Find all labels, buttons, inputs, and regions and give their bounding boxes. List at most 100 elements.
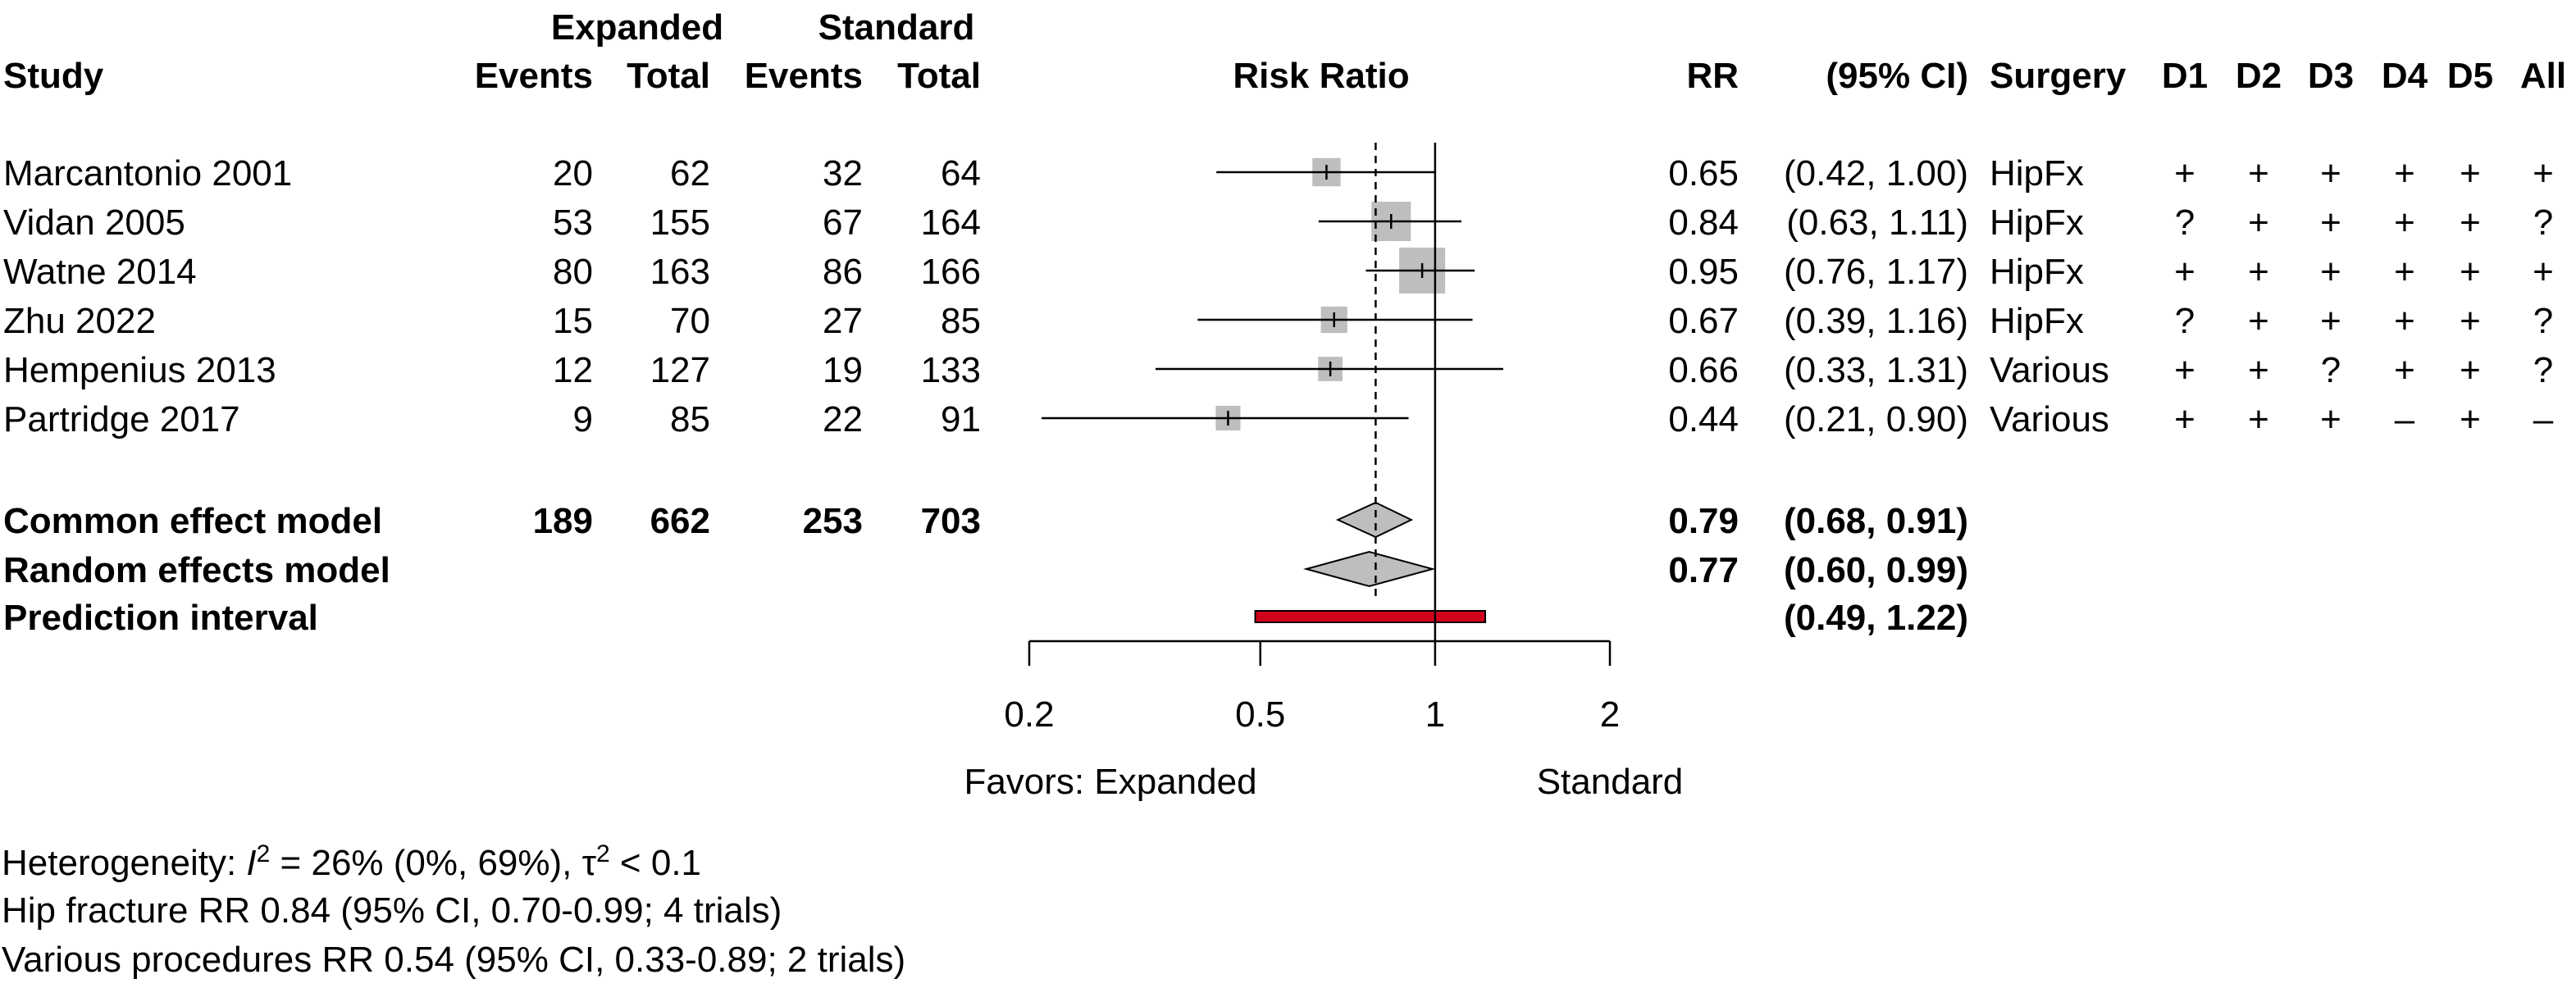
study-ci: (0.42, 1.00) — [1784, 153, 1968, 194]
study-surgery: HipFx — [1990, 153, 2084, 194]
expanded-events: 53 — [553, 203, 593, 243]
risk-of-bias-d1: + — [2174, 399, 2195, 439]
risk-of-bias-d2: + — [2248, 301, 2269, 341]
study-ci: (0.33, 1.31) — [1784, 350, 1968, 390]
tau2-symbol: τ — [582, 843, 597, 883]
standard-events: 67 — [823, 203, 863, 243]
pooled-diamond — [1335, 501, 1414, 539]
risk-of-bias-d3: ? — [2321, 350, 2341, 390]
standard-events: 32 — [823, 153, 863, 194]
risk-of-bias-d6: + — [2533, 252, 2554, 292]
header-study: Study — [3, 56, 104, 96]
column-headers: Expanded Standard Study Events Total Eve… — [3, 7, 2566, 96]
expanded-total: 163 — [650, 252, 710, 292]
pooled-row: Common effect model 189 662 253 703 0.79 (0.68… — [3, 501, 1968, 541]
prediction-interval-row: Prediction interval (0.49, 1.22) — [3, 598, 1968, 638]
header-rr: RR — [1686, 56, 1739, 96]
pooled-diamond — [1303, 550, 1436, 588]
plot-area — [1375, 143, 1437, 641]
study-ci: (0.39, 1.16) — [1784, 301, 1968, 341]
risk-of-bias-d4: + — [2394, 203, 2415, 243]
risk-of-bias-d1: + — [2174, 153, 2195, 194]
study-name: Vidan 2005 — [3, 203, 185, 243]
expanded-total: 62 — [670, 153, 710, 194]
study-rr: 0.95 — [1668, 252, 1739, 292]
study-rr: 0.44 — [1668, 399, 1739, 439]
standard-total: 164 — [921, 203, 981, 243]
expanded-events: 20 — [553, 153, 593, 194]
x-axis-tick-label: 0.5 — [1235, 694, 1285, 735]
expanded-total: 70 — [670, 301, 710, 341]
study-name: Hempenius 2013 — [3, 350, 276, 390]
risk-of-bias-d6: ? — [2533, 203, 2553, 243]
expanded-events: 9 — [573, 399, 593, 439]
expanded-total: 85 — [670, 399, 710, 439]
header-standard: Standard — [818, 7, 975, 48]
standard-total: 85 — [941, 301, 981, 341]
favors-standard-label: Standard — [1537, 762, 1684, 802]
header-risk-ratio: Risk Ratio — [1233, 56, 1409, 96]
risk-of-bias-d1: + — [2174, 350, 2195, 390]
risk-of-bias-d5: + — [2460, 203, 2481, 243]
study-row: Marcantonio 2001 20 62 32 64 0.65 (0.42, 1.00)… — [3, 153, 2554, 194]
favors-expanded-label: Favors: Expanded — [964, 762, 1256, 802]
risk-of-bias-d3: + — [2320, 301, 2341, 341]
footnotes: Heterogeneity: I2 = 26% (0%, 69%), τ2 < … — [2, 840, 905, 980]
pooled-standard-total: 703 — [921, 501, 981, 541]
heterogeneity-prefix: Heterogeneity: — [2, 843, 246, 883]
study-surgery: HipFx — [1990, 252, 2084, 292]
study-surgery: Various — [1990, 399, 2109, 439]
risk-of-bias-d5: + — [2460, 153, 2481, 194]
study-rr: 0.66 — [1668, 350, 1739, 390]
risk-of-bias-d4: + — [2394, 350, 2415, 390]
study-row: Zhu 2022 15 70 27 85 0.67 (0.39, 1.16) HipFx? + +… — [3, 301, 2553, 341]
study-rows: Marcantonio 2001 20 62 32 64 0.65 (0.42, 1.00)… — [3, 153, 2554, 439]
tau2-superscript: 2 — [596, 840, 610, 867]
i2-superscript: 2 — [257, 840, 271, 867]
study-rr: 0.67 — [1668, 301, 1739, 341]
risk-of-bias-d6: ? — [2533, 350, 2553, 390]
prediction-interval-bar — [1254, 610, 1487, 623]
header-d1: D1 — [2162, 56, 2208, 96]
risk-of-bias-d1: ? — [2175, 301, 2195, 341]
risk-of-bias-d5: + — [2460, 350, 2481, 390]
pooled-expanded-events: 189 — [533, 501, 593, 541]
study-row: Partridge 2017 9 85 22 91 0.44 (0.21, 0.90) Var… — [3, 399, 2554, 439]
pooled-ci: (0.68, 0.91) — [1784, 501, 1968, 541]
study-name: Zhu 2022 — [3, 301, 156, 341]
expanded-events: 12 — [553, 350, 593, 390]
risk-of-bias-d4: + — [2394, 252, 2415, 292]
risk-of-bias-d3: + — [2320, 252, 2341, 292]
study-row: Hempenius 2013 12 127 19 133 0.66 (0.33, 1.31)… — [3, 350, 2553, 390]
header-expanded-events: Events — [475, 56, 593, 96]
expanded-total: 155 — [650, 203, 710, 243]
header-d4: D4 — [2382, 56, 2428, 96]
header-standard-events: Events — [745, 56, 863, 96]
standard-total: 91 — [941, 399, 981, 439]
standard-events: 19 — [823, 350, 863, 390]
risk-of-bias-d5: + — [2460, 399, 2481, 439]
study-surgery: Various — [1990, 350, 2109, 390]
study-rr: 0.65 — [1668, 153, 1739, 194]
study-ci: (0.21, 0.90) — [1784, 399, 1968, 439]
header-ci: (95% CI) — [1826, 56, 1968, 96]
prediction-ci: (0.49, 1.22) — [1784, 598, 1968, 638]
tau2-value: < 0.1 — [610, 843, 701, 883]
study-row: Watne 2014 80 163 86 166 0.95 (0.76, 1.17) HipF… — [3, 248, 2554, 294]
risk-of-bias-d2: + — [2248, 153, 2269, 194]
x-axis-tick-label: 1 — [1425, 694, 1445, 735]
study-ci: (0.63, 1.11) — [1786, 203, 1968, 243]
expanded-events: 15 — [553, 301, 593, 341]
i2-value: = 26% (0%, 69%), — [270, 843, 581, 883]
risk-of-bias-d4: – — [2395, 399, 2415, 439]
header-standard-total: Total — [897, 56, 981, 96]
header-all: All — [2520, 56, 2566, 96]
header-surgery: Surgery — [1990, 56, 2127, 96]
pooled-rr: 0.79 — [1668, 501, 1739, 541]
risk-of-bias-d2: + — [2248, 252, 2269, 292]
pooled-expanded-total: 662 — [650, 501, 710, 541]
standard-events: 86 — [823, 252, 863, 292]
header-d2: D2 — [2236, 56, 2282, 96]
